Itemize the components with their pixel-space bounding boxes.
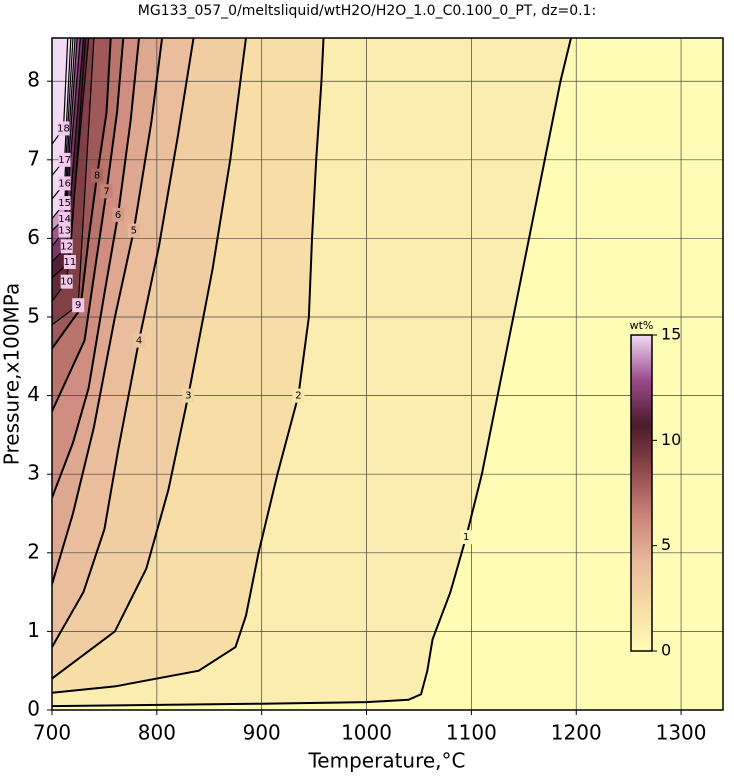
contour-line [52, 38, 325, 694]
contour-label-bg [60, 274, 73, 289]
contour-line [52, 38, 247, 680]
contour-line [52, 38, 195, 648]
contour-label-bg [112, 207, 125, 222]
contour-label-bg [58, 176, 71, 191]
contour-label-bg [58, 211, 71, 226]
x-tick-label: 800 [138, 721, 176, 745]
x-tick-label: 900 [243, 721, 281, 745]
colorbar-label: wt% [630, 319, 654, 332]
contour-label: 7 [103, 186, 109, 197]
y-tick-label: 4 [27, 382, 40, 406]
y-tick-label: 7 [27, 146, 40, 170]
contour-label-bg [72, 298, 85, 313]
contour-label-bg [60, 239, 73, 254]
contour-label-bg [57, 121, 70, 136]
y-tick-label: 0 [27, 697, 40, 721]
contour-label-bg [63, 255, 76, 269]
plot-frame [51, 37, 724, 711]
contour-label-bg [100, 184, 113, 199]
y-axis-label: Pressure,x100MPa [0, 283, 24, 465]
contour-label: 18 [57, 123, 70, 134]
contour-label-bg [58, 196, 71, 211]
contour-line [52, 38, 112, 350]
contour-label: 14 [58, 214, 71, 225]
colorbar-tick-label: 5 [661, 535, 671, 554]
contour-label: 17 [58, 155, 71, 166]
contour-label-bg [182, 388, 195, 403]
contour-line [52, 38, 125, 412]
x-tick-label: 1300 [656, 721, 707, 745]
x-tick-label: 1000 [341, 721, 392, 745]
contour-label-bg [292, 388, 305, 403]
contour-line [52, 38, 164, 585]
y-tick-label: 3 [27, 461, 40, 485]
contour-label: 13 [58, 226, 71, 237]
contour-label: 12 [60, 241, 73, 252]
contour-label-bg [91, 168, 104, 183]
contour-line [52, 38, 141, 499]
contour-label: 4 [136, 336, 142, 347]
contour-line [52, 38, 572, 708]
contour-label: 16 [58, 178, 71, 189]
colorbar-tick-label: 15 [661, 325, 681, 344]
contour-label: 9 [75, 300, 81, 311]
y-tick-label: 2 [27, 539, 40, 563]
axes: 700 800 900 1000 1100 1200 1300012345678wt%051… [27, 37, 724, 745]
y-tick-label: 5 [27, 304, 40, 328]
contour-label: 5 [131, 226, 137, 237]
colorbar [630, 334, 653, 652]
y-tick-label: 6 [27, 225, 40, 249]
colorbar-tick-label: 0 [661, 641, 671, 660]
contour-label: 8 [94, 171, 100, 182]
contour-label: 11 [63, 257, 76, 268]
contour-label: 3 [185, 391, 191, 402]
contour-label-bg [460, 530, 473, 545]
x-axis-label: Temperature,°C [307, 749, 465, 773]
x-tick-label: 1100 [446, 721, 497, 745]
x-tick-label: 1200 [551, 721, 602, 745]
contour-label-bg [58, 152, 71, 167]
chart-title: MG133_057_0/meltsliquid/wtH2O/H2O_1.0_C0… [138, 3, 596, 19]
contour-label-bg [133, 333, 146, 348]
contour-label: 6 [115, 210, 121, 221]
contour-label: 15 [58, 198, 71, 209]
colorbar-tick-label: 10 [661, 430, 681, 449]
contour-label: 2 [295, 391, 301, 402]
y-tick-label: 1 [27, 618, 40, 642]
contour-label: 10 [60, 277, 73, 288]
x-tick-label: 700 [33, 721, 71, 745]
contour-label-bg [127, 223, 140, 238]
contour-label: 1 [463, 532, 469, 543]
contour-label-bg [58, 223, 71, 238]
y-tick-label: 8 [27, 68, 40, 92]
